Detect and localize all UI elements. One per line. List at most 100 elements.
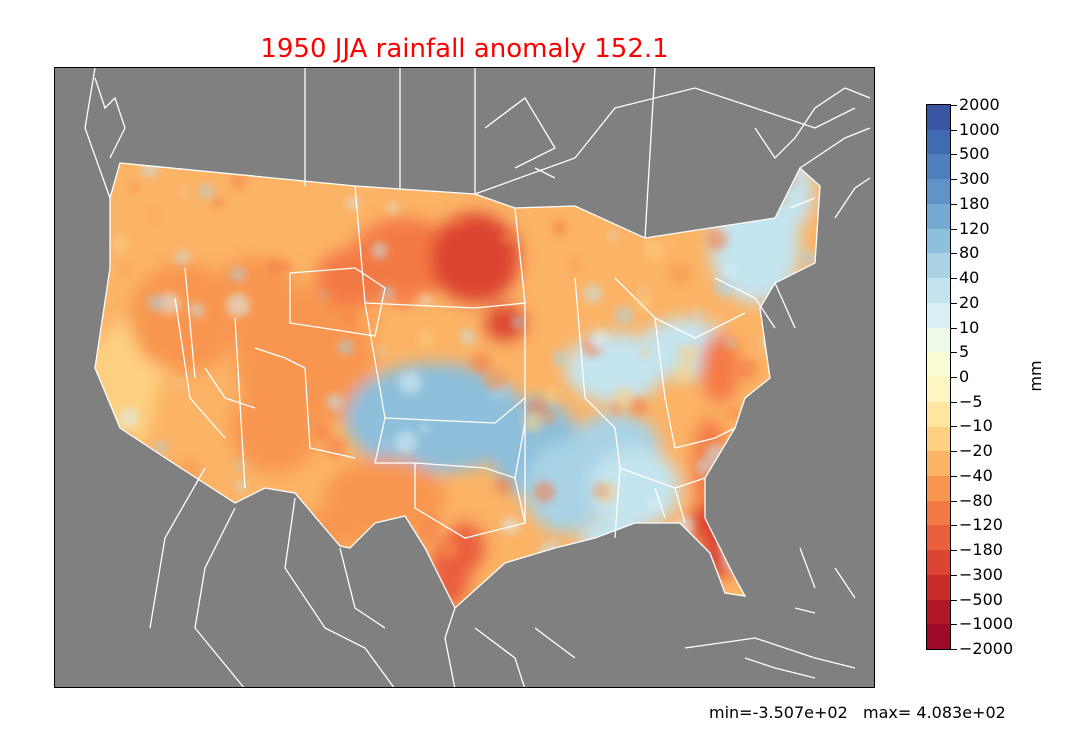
anomaly-speckle — [778, 189, 787, 197]
colorbar-label: 20 — [959, 293, 980, 312]
anomaly-speckle — [723, 265, 737, 278]
colorbar-tick — [951, 550, 957, 551]
colorbar-segment — [927, 129, 950, 155]
colorbar-tick — [951, 105, 957, 106]
max-value: max= 4.083e+02 — [863, 703, 1006, 722]
boundary-line — [374, 417, 526, 479]
boundary-line — [84, 68, 111, 199]
colorbar-tick — [951, 451, 957, 452]
colorbar-segment — [927, 253, 950, 279]
anomaly-speckle — [146, 342, 156, 352]
anomaly-speckle — [760, 539, 784, 563]
anomaly-speckle — [281, 261, 292, 271]
colorbar-label: 0 — [959, 367, 970, 386]
anomaly-speckle — [141, 163, 159, 178]
anomaly-speckle — [419, 424, 429, 434]
colorbar-tick — [951, 253, 957, 254]
boundary-line — [194, 507, 245, 687]
anomaly-speckle — [704, 443, 728, 468]
min-value: min=-3.507e+02 — [709, 703, 848, 722]
anomaly-speckle — [222, 586, 239, 603]
anomaly-speckle — [449, 178, 458, 187]
colorbar-label: 120 — [959, 219, 990, 238]
anomaly-speckle — [398, 370, 422, 394]
anomaly-speckle — [669, 239, 677, 247]
anomaly-speckle — [175, 250, 190, 265]
anomaly-speckle — [338, 339, 354, 355]
colorbar-segment — [927, 426, 950, 452]
anomaly-speckle — [643, 576, 658, 592]
anomaly-speckle — [616, 550, 624, 558]
colorbar-label: 180 — [959, 194, 990, 213]
boundary-line — [684, 637, 856, 669]
boundary-line — [474, 627, 526, 687]
colorbar-tick — [951, 328, 957, 329]
boundary-line — [614, 277, 676, 449]
anomaly-speckle — [719, 535, 743, 559]
anomaly-speckle — [550, 570, 557, 577]
anomaly-region-new-england — [777, 163, 813, 228]
anomaly-speckle — [149, 211, 157, 220]
anomaly-speckle — [501, 234, 512, 245]
colorbar-tick — [951, 476, 957, 477]
anomaly-speckle — [122, 432, 133, 443]
anomaly-speckle — [663, 202, 686, 226]
anomaly-speckle — [544, 387, 560, 403]
colorbar-segment — [927, 105, 950, 130]
state-and-country-boundaries — [84, 68, 871, 687]
anomaly-speckle — [377, 347, 385, 355]
boundary-line — [714, 277, 776, 329]
rainfall-anomaly-map — [84, 68, 871, 687]
anomaly-speckle — [775, 169, 796, 189]
anomaly-speckle — [595, 501, 608, 514]
anomaly-speckle — [420, 294, 431, 305]
stats-spacer — [848, 703, 863, 722]
anomaly-speckle — [111, 533, 120, 542]
colorbar-segment — [927, 154, 950, 180]
anomaly-speckle — [576, 178, 596, 198]
anomaly-speckle — [779, 511, 797, 530]
anomaly-speckle — [640, 581, 660, 601]
boundary-line — [799, 127, 871, 169]
colorbar-segment — [927, 599, 950, 625]
anomaly-region-dakotas-minnesota — [485, 305, 525, 341]
colorbar-tick — [951, 377, 957, 378]
anomaly-speckle — [736, 523, 749, 536]
map-panel — [54, 67, 875, 688]
anomaly-speckle — [552, 349, 569, 366]
anomaly-speckle — [199, 184, 214, 199]
boundary-line — [254, 347, 306, 369]
anomaly-speckle — [154, 440, 168, 454]
colorbar-tick — [951, 501, 957, 502]
min-max-stats: min=-3.507e+02 max= 4.083e+02 — [709, 703, 1006, 723]
anomaly-speckle — [629, 397, 648, 417]
anomaly-speckle — [447, 218, 455, 226]
anomaly-speckle — [533, 481, 556, 503]
boundary-line — [484, 97, 556, 169]
anomaly-speckle — [613, 559, 620, 567]
anomaly-speckle — [456, 216, 467, 227]
anomaly-speckle — [552, 220, 568, 236]
map-title: 1950 JJA rainfall anomaly 152.1 — [260, 34, 669, 64]
anomaly-speckle — [541, 410, 556, 425]
anomaly-region-rocky-mountains — [230, 383, 320, 473]
colorbar-units-label: mm — [1026, 360, 1045, 392]
colorbar-tick — [951, 130, 957, 131]
anomaly-speckle — [743, 185, 756, 199]
boundary-line — [754, 87, 871, 160]
colorbar-label: −10 — [959, 416, 993, 435]
colorbar-label: −40 — [959, 466, 993, 485]
boundary-line — [799, 547, 816, 589]
anomaly-speckle — [267, 257, 285, 275]
colorbar-label: −1000 — [959, 614, 1014, 633]
anomaly-speckle — [736, 358, 759, 381]
colorbar-label: 80 — [959, 243, 980, 262]
anomaly-speckle — [109, 234, 129, 254]
boundary-line — [364, 302, 526, 424]
colorbar-label: 1000 — [959, 120, 1000, 139]
anomaly-speckle — [801, 249, 819, 268]
anomaly-speckle — [750, 462, 769, 480]
anomaly-speckle — [609, 231, 618, 241]
anomaly-speckle — [392, 286, 415, 310]
anomaly-speckle — [130, 183, 139, 192]
